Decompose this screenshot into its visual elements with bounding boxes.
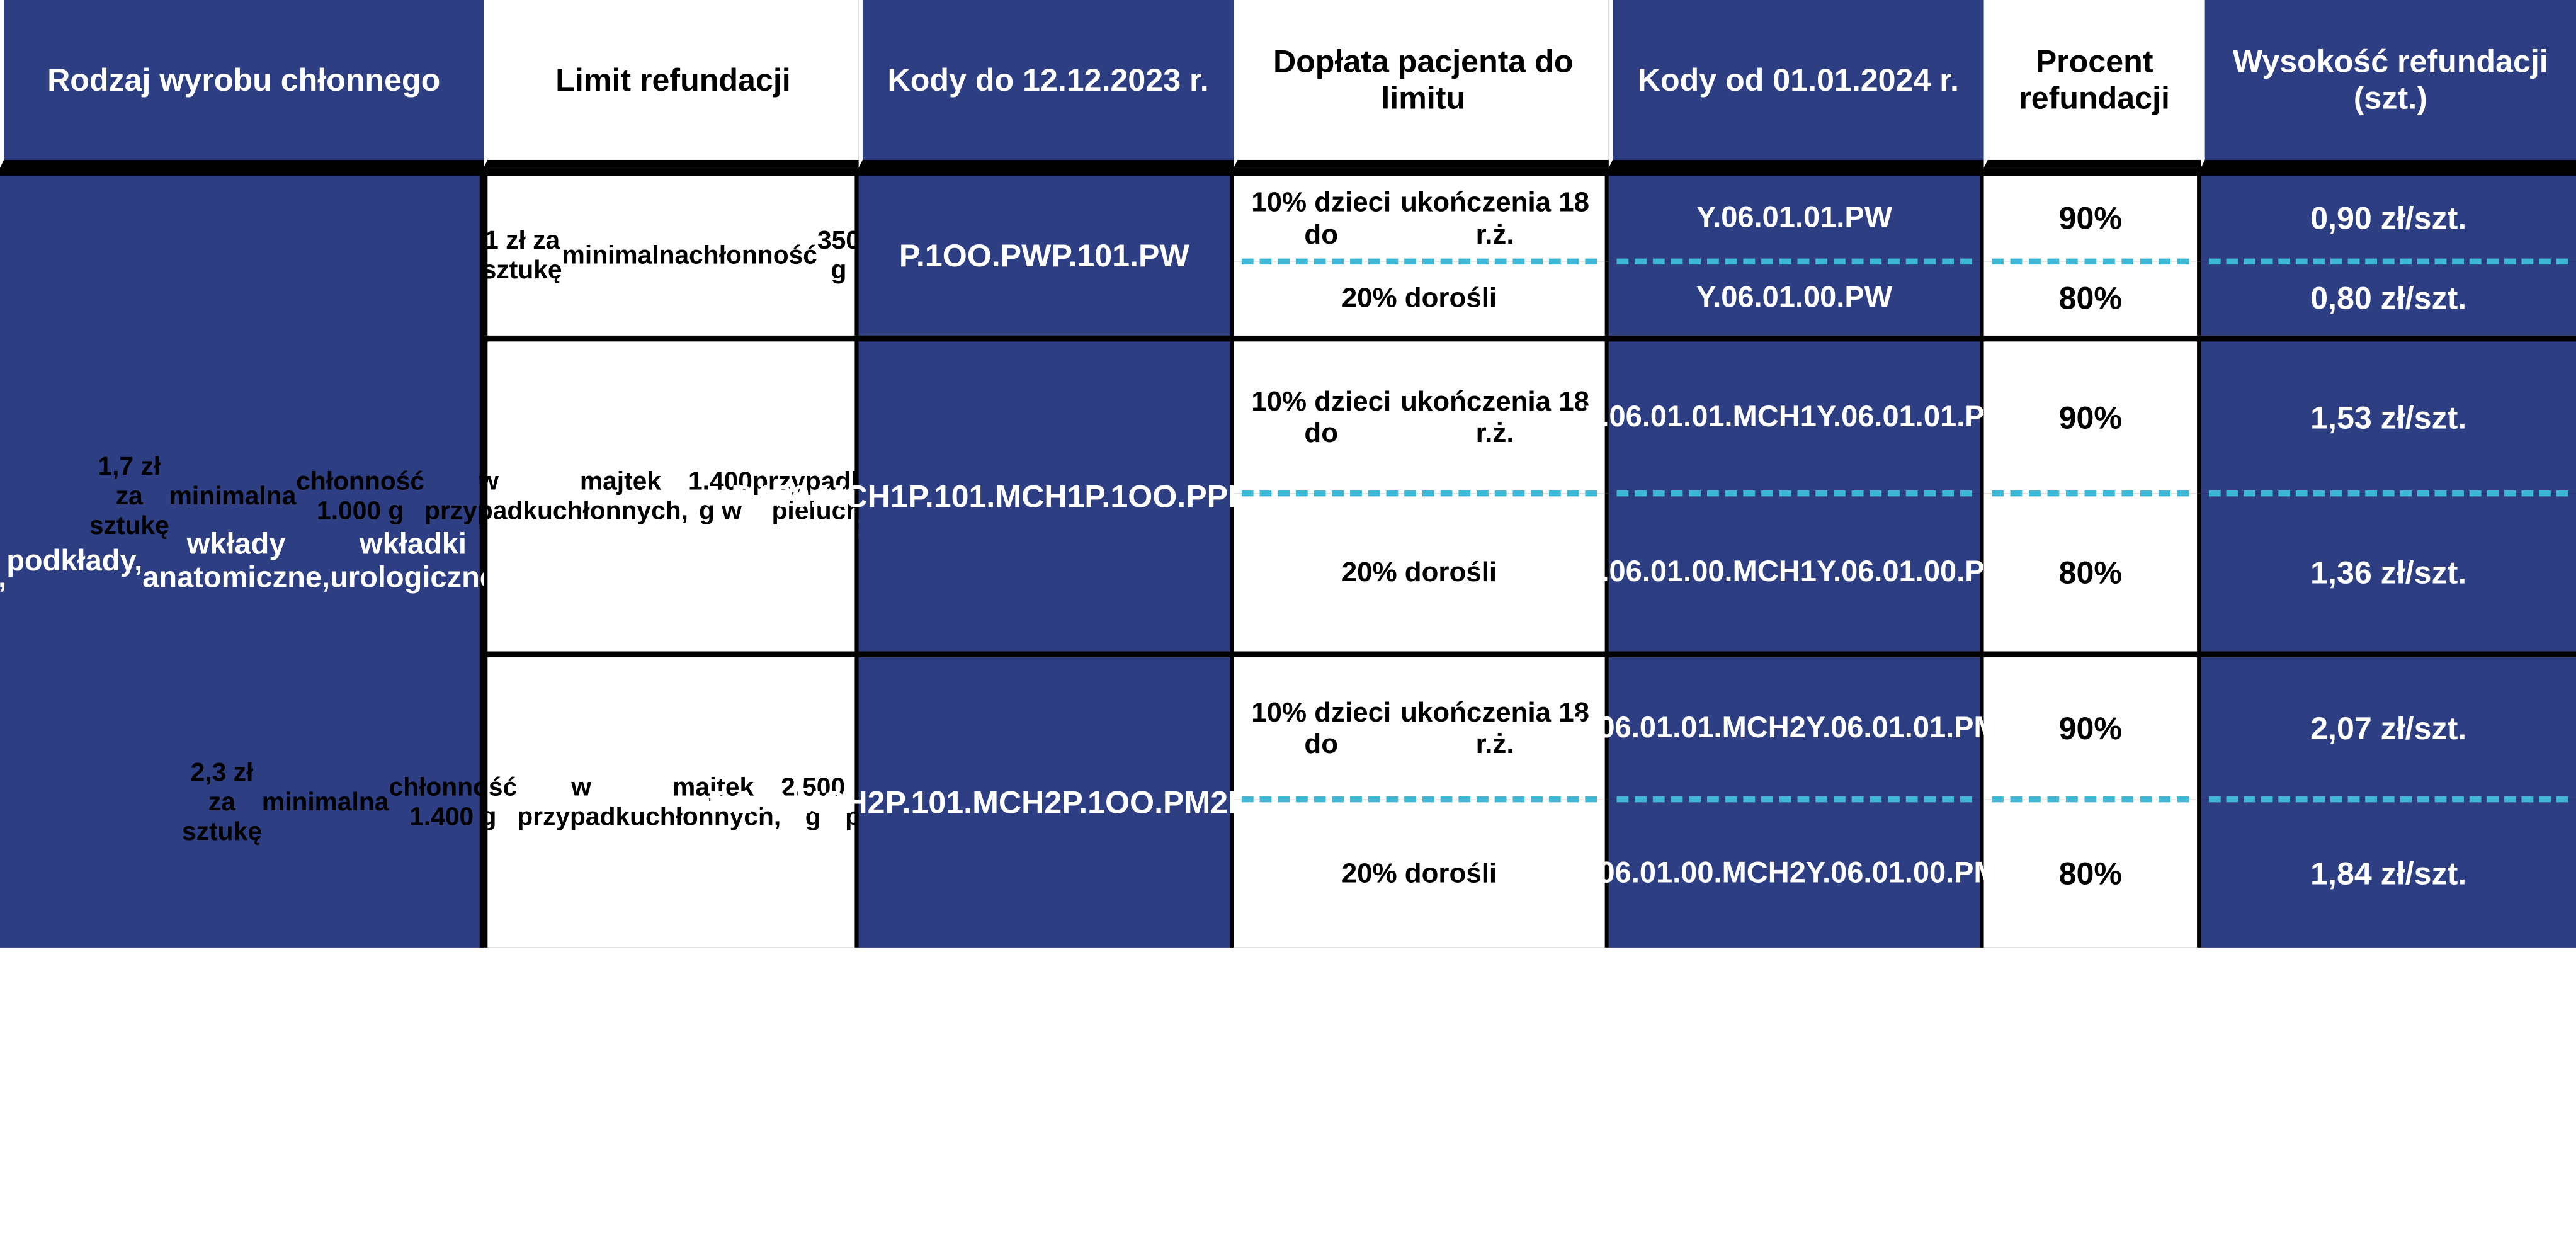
- new-codes-cell-2-1: Y.06.01.00.MCH2Y.06.01.00.PM2: [1609, 800, 1984, 948]
- doplata-cell-1-0: 10% dzieci doukończenia 18 r.ż.: [1234, 336, 1609, 494]
- header-c6: Procent refundacji: [1984, 0, 2201, 167]
- amount-cell-1-0: 1,53 zł/szt.: [2201, 336, 2576, 494]
- new-codes-cell-1-0: Y.06.01.01.MCH1Y.06.01.01.PP: [1609, 336, 1984, 494]
- header-c5: Kody od 01.01.2024 r.: [1609, 0, 1984, 167]
- percent-cell-2-1: 80%: [1984, 800, 2201, 948]
- amount-cell-1-1: 1,36 zł/szt.: [2201, 494, 2576, 652]
- new-codes-cell-2-0: Y.06.01.01.MCH2Y.06.01.01.PM2: [1609, 652, 1984, 800]
- percent-cell-1-0: 90%: [1984, 336, 2201, 494]
- doplata-cell-2-1: 20% dorośli: [1234, 800, 1609, 948]
- percent-cell-2-0: 90%: [1984, 652, 2201, 800]
- doplata-cell-0-1: 20% dorośli: [1234, 261, 1609, 336]
- amount-cell-0-0: 0,90 zł/szt.: [2201, 167, 2576, 261]
- old-codes-cell-1: P.100.MCH1P.101.MCH1P.1OO.PPP.101.PP: [859, 336, 1234, 652]
- percent-cell-0-1: 80%: [1984, 261, 2201, 336]
- header-c4: Dopłata pacjenta do limitu: [1234, 0, 1609, 167]
- limit-cell-0: 1 zł za sztukęminimalnachłonność350 g: [484, 167, 859, 335]
- new-codes-cell-0-0: Y.06.01.01.PW: [1609, 167, 1984, 261]
- amount-cell-0-1: 0,80 zł/szt.: [2201, 261, 2576, 336]
- doplata-cell-1-1: 20% dorośli: [1234, 494, 1609, 652]
- refund-table: Rodzaj wyrobu chłonnegoLimit refundacjiK…: [0, 0, 2576, 948]
- doplata-cell-2-0: 10% dzieci doukończenia 18 r.ż.: [1234, 652, 1609, 800]
- amount-cell-2-1: 1,84 zł/szt.: [2201, 800, 2576, 948]
- header-c3: Kody do 12.12.2023 r.: [859, 0, 1234, 167]
- amount-cell-2-0: 2,07 zł/szt.: [2201, 652, 2576, 800]
- header-c2: Limit refundacji: [484, 0, 859, 167]
- old-codes-cell-0: P.1OO.PWP.101.PW: [859, 167, 1234, 335]
- doplata-cell-0-0: 10% dzieci doukończenia 18 r.ż.: [1234, 167, 1609, 261]
- new-codes-cell-0-1: Y.06.01.00.PW: [1609, 261, 1984, 336]
- percent-cell-1-1: 80%: [1984, 494, 2201, 652]
- old-codes-cell-2: P.100.MCH2P.101.MCH2P.1OO.PM2P.101.PM2: [859, 652, 1234, 948]
- header-c1: Rodzaj wyrobu chłonnego: [0, 0, 484, 167]
- new-codes-cell-1-1: Y.06.01.00.MCH1Y.06.01.00.PP: [1609, 494, 1984, 652]
- percent-cell-0-0: 90%: [1984, 167, 2201, 261]
- header-c7: Wysokość refundacji (szt.): [2201, 0, 2576, 167]
